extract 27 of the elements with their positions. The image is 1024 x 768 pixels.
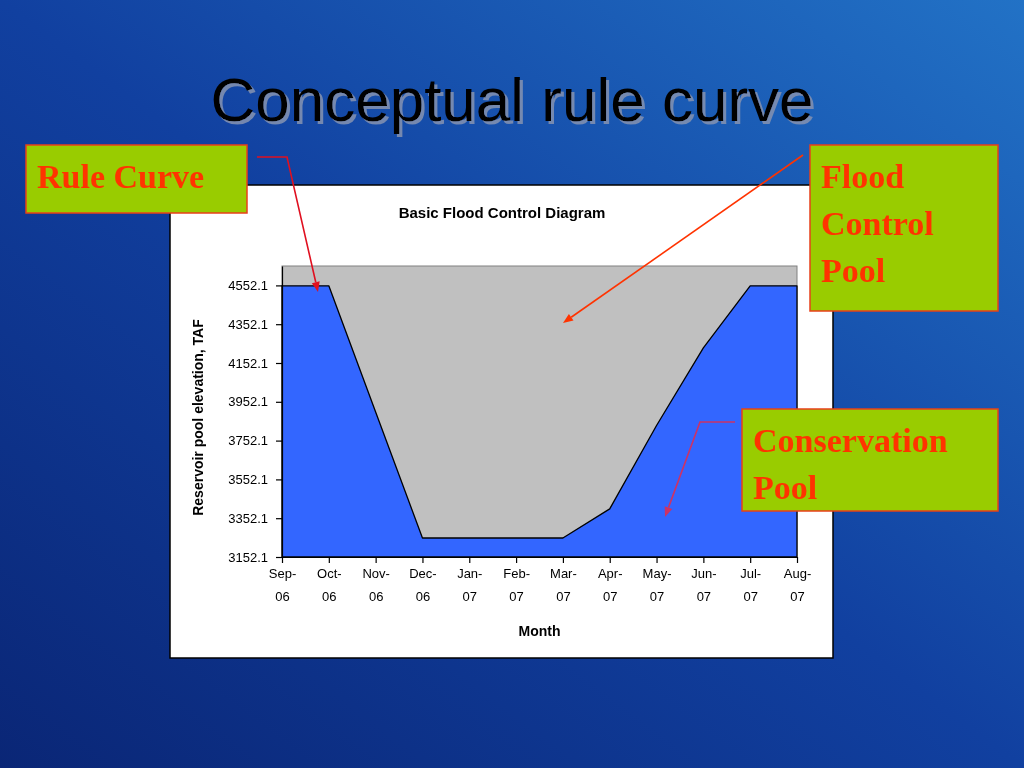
x-tick-label: Feb-07: [503, 566, 530, 604]
x-tick-label: Oct-06: [317, 566, 342, 604]
x-tick-label: Jul-07: [740, 566, 762, 604]
y-tick-label: 3552.1: [228, 472, 268, 488]
x-tick-label: Aug-07: [783, 566, 812, 604]
x-tick-label: Jun-07: [691, 566, 717, 604]
text: Flood Control Pool: [821, 158, 934, 289]
x-tick-label: Apr-07: [597, 566, 623, 604]
annotation: Conservation Pool: [753, 422, 948, 506]
x-tick-label: Sep-06: [268, 566, 297, 604]
y-tick-label: 4352.1: [228, 316, 268, 332]
x-tick-label: Dec-06: [409, 566, 437, 604]
x-axis-title: Month: [518, 623, 561, 639]
x-tick-label: May-07: [642, 566, 672, 604]
y-axis-title: Reservoir pool elevation, TAF: [190, 318, 206, 516]
y-tick-label: 3152.1: [228, 549, 268, 565]
y-tick-label: 3352.1: [228, 510, 268, 526]
x-tick-label: Mar-07: [550, 566, 577, 604]
y-tick-label: 4552.1: [228, 278, 268, 294]
chart-title: Conceptual rule curve: [210, 65, 814, 134]
x-tick-label: Jan-07: [457, 566, 483, 604]
y-tick-label: 3952.1: [228, 394, 268, 410]
x-tick-label: Nov-06: [362, 566, 390, 604]
y-tick-label: 4152.1: [228, 355, 268, 371]
chart-subtitle: Basic Flood Control Diagram: [398, 204, 606, 221]
text: Rule Curve: [37, 158, 205, 195]
y-tick-label: 3752.1: [228, 433, 268, 449]
